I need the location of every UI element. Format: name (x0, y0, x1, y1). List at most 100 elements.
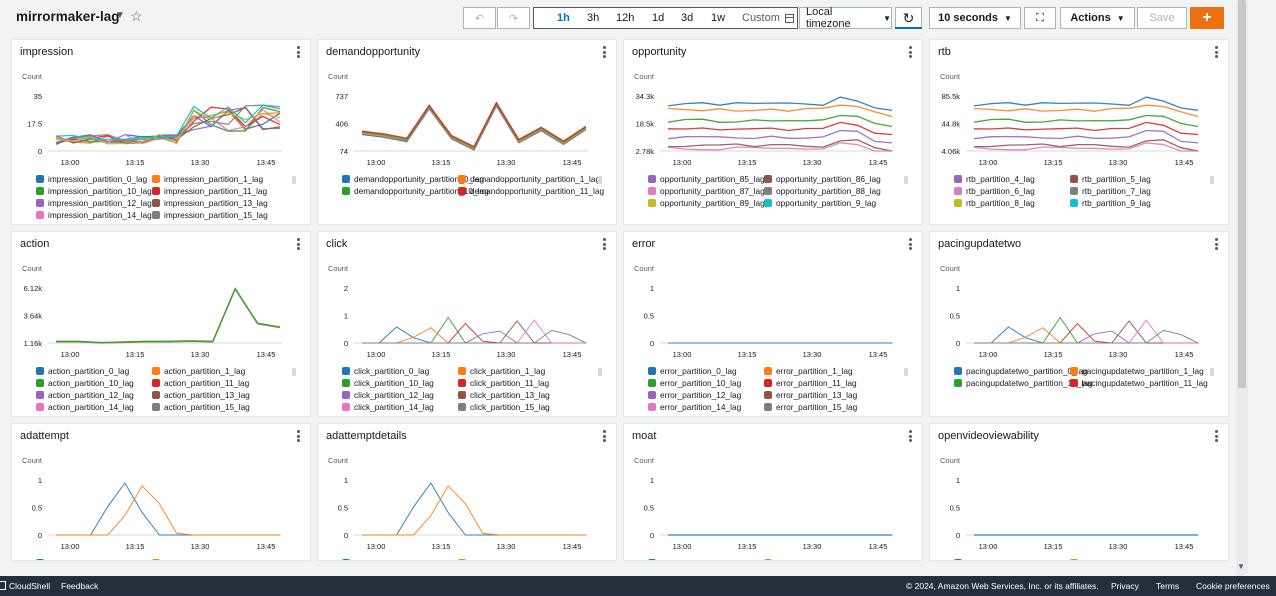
range-3h[interactable]: 3h (587, 12, 600, 24)
legend-item[interactable]: action_partition_0_lag (36, 366, 129, 376)
legend-item[interactable]: opportunity_partition_85_lag (648, 174, 765, 184)
widget-menu-icon[interactable] (909, 238, 912, 252)
timezone-dropdown[interactable]: Local timezone ▼ (799, 6, 892, 30)
legend-item[interactable]: opportunity_partition_86_lag (764, 174, 881, 184)
legend-item[interactable]: action_partition_11_lag (152, 378, 249, 388)
widget-click[interactable]: click Count 2 1 0 13:00 13:15 13:30 13:45 click_p… (318, 232, 616, 416)
widget-openvideoviewability[interactable]: openvideoviewability Count 1 0.5 0 13:00 13:15… (930, 424, 1228, 560)
legend-item[interactable]: impression_partition_10_lag (36, 186, 152, 196)
widget-menu-icon[interactable] (297, 46, 300, 60)
legend-item[interactable]: error_partition_11_lag (764, 378, 857, 388)
refresh-button[interactable]: ↻ (895, 7, 922, 29)
legend-item[interactable]: openvideoviewability_partition_1_lag (1070, 558, 1217, 560)
legend-item[interactable]: action_partition_12_lag (36, 390, 134, 400)
legend-item[interactable]: pacingupdatetwo_partition_1_lag (1070, 366, 1204, 376)
legend-item[interactable]: error_partition_12_lag (648, 390, 741, 400)
scroll-down-arrow-icon[interactable]: ▼ (1237, 562, 1245, 571)
legend-item[interactable]: opportunity_partition_9_lag (764, 198, 876, 208)
legend-item[interactable]: demandopportunity_partition_10_lag (342, 186, 489, 196)
legend-item[interactable]: rtb_partition_5_lag (1070, 174, 1151, 184)
legend-item[interactable]: impression_partition_1_lag (152, 174, 263, 184)
legend-item[interactable]: rtb_partition_4_lag (954, 174, 1035, 184)
feedback-link[interactable]: Feedback (61, 581, 99, 591)
legend-item[interactable]: openvideoviewability_partition_0_lag (954, 558, 1101, 560)
favorite-star-icon[interactable]: ☆ (130, 8, 143, 24)
legend-item[interactable]: rtb_partition_9_lag (1070, 198, 1151, 208)
range-1d[interactable]: 1d (652, 12, 665, 24)
range-3d[interactable]: 3d (681, 12, 694, 24)
widget-opportunity[interactable]: opportunity Count 34.3k 18.5k 2.78k 13:00 13:1… (624, 40, 922, 224)
legend-item[interactable]: adattempt_partition_1_lag (152, 558, 260, 560)
legend-item[interactable]: action_partition_13_lag (152, 390, 250, 400)
add-widget-button[interactable]: + (1190, 7, 1224, 29)
legend-item[interactable]: adattemptdetails_partition_0_lag (342, 558, 474, 560)
legend-item[interactable]: impression_partition_12_lag (36, 198, 152, 208)
redo-button[interactable]: ↷ (497, 7, 530, 29)
widget-menu-icon[interactable] (1215, 46, 1218, 60)
legend-item[interactable]: demandopportunity_partition_0_lag (342, 174, 484, 184)
legend-item[interactable]: pacingupdatetwo_partition_11_lag (1070, 378, 1208, 388)
range-12h[interactable]: 12h (616, 12, 635, 24)
widget-menu-icon[interactable] (297, 430, 300, 444)
legend-item[interactable]: opportunity_partition_88_lag (764, 186, 881, 196)
legend-item[interactable]: opportunity_partition_89_lag (648, 198, 765, 208)
legend-scrollbar[interactable] (292, 368, 296, 376)
widget-pacingupdatetwo[interactable]: pacingupdatetwo Count 1 0.5 0 13:00 13:15 13:30… (930, 232, 1228, 416)
legend-item[interactable]: demandopportunity_partition_1_lag (458, 174, 600, 184)
legend-item[interactable]: adattempt_partition_0_lag (36, 558, 144, 560)
legend-item[interactable]: rtb_partition_7_lag (1070, 186, 1151, 196)
legend-scrollbar[interactable] (904, 176, 908, 184)
legend-item[interactable]: click_partition_12_lag (342, 390, 434, 400)
widget-adattemptdetails[interactable]: adattemptdetails Count 1 0.5 0 13:00 13:15 13:3… (318, 424, 616, 560)
legend-item[interactable]: error_partition_1_lag (764, 366, 853, 376)
legend-item[interactable]: action_partition_15_lag (152, 402, 250, 412)
widget-menu-icon[interactable] (909, 46, 912, 60)
legend-item[interactable]: impression_partition_14_lag (36, 210, 152, 220)
legend-item[interactable]: action_partition_10_lag (36, 378, 134, 388)
cloudshell-link[interactable]: CloudShell (9, 581, 51, 591)
legend-item[interactable]: impression_partition_0_lag (36, 174, 147, 184)
legend-item[interactable]: click_partition_0_lag (342, 366, 429, 376)
widget-menu-icon[interactable] (603, 430, 606, 444)
widget-moat[interactable]: moat Count 1 0.5 0 13:00 13:15 13:30 13:45 moat_p… (624, 424, 922, 560)
legend-item[interactable]: rtb_partition_8_lag (954, 198, 1035, 208)
legend-item[interactable]: impression_partition_13_lag (152, 198, 268, 208)
legend-item[interactable]: pacingupdatetwo_partition_10_lag (954, 378, 1092, 388)
cookie-preferences-link[interactable]: Cookie preferences (1196, 581, 1270, 591)
dashboard-switcher-caret-icon[interactable]: ▼ (115, 10, 125, 21)
legend-item[interactable]: opportunity_partition_87_lag (648, 186, 765, 196)
legend-scrollbar[interactable] (292, 176, 296, 184)
legend-item[interactable]: action_partition_14_lag (36, 402, 134, 412)
legend-item[interactable]: error_partition_10_lag (648, 378, 741, 388)
widget-impression[interactable]: impression Count 35 17.5 0 13:00 13:15 13:30 13:… (12, 40, 310, 224)
actions-dropdown[interactable]: Actions ▼ (1060, 7, 1135, 29)
legend-item[interactable]: pacingupdatetwo_partition_0_lag (954, 366, 1088, 376)
widget-adattempt[interactable]: adattempt Count 1 0.5 0 13:00 13:15 13:30 13:45 a… (12, 424, 310, 560)
legend-scrollbar[interactable] (904, 368, 908, 376)
legend-item[interactable]: click_partition_11_lag (458, 378, 549, 388)
legend-item[interactable]: moat_partition_1_lag (764, 558, 854, 560)
legend-scrollbar[interactable] (598, 176, 602, 184)
refresh-interval-dropdown[interactable]: 10 seconds ▼ (929, 7, 1021, 29)
legend-item[interactable]: impression_partition_11_lag (152, 186, 267, 196)
legend-item[interactable]: rtb_partition_6_lag (954, 186, 1035, 196)
legend-item[interactable]: error_partition_14_lag (648, 402, 741, 412)
range-1h[interactable]: 1h (557, 12, 570, 24)
legend-item[interactable]: click_partition_10_lag (342, 378, 434, 388)
legend-item[interactable]: click_partition_14_lag (342, 402, 434, 412)
terms-link[interactable]: Terms (1156, 581, 1180, 591)
range-custom[interactable]: Custom (742, 8, 794, 28)
legend-item[interactable]: impression_partition_15_lag (152, 210, 268, 220)
dashboard-title[interactable]: mirrormaker-lag (16, 9, 120, 24)
legend-item[interactable]: demandopportunity_partition_11_lag (458, 186, 604, 196)
legend-item[interactable]: click_partition_1_lag (458, 366, 545, 376)
widget-menu-icon[interactable] (1215, 430, 1218, 444)
legend-scrollbar[interactable] (1210, 368, 1214, 376)
fullscreen-button[interactable]: ⛶ (1024, 7, 1056, 29)
legend-item[interactable]: adattemptdetails_partition_1_lag (458, 558, 590, 560)
page-scrollbar-thumb[interactable] (1238, 0, 1246, 388)
save-button[interactable]: Save (1137, 7, 1187, 29)
widget-demandopportunity[interactable]: demandopportunity Count 737 406 74 13:00 13:15… (318, 40, 616, 224)
widget-menu-icon[interactable] (603, 46, 606, 60)
widget-error[interactable]: error Count 1 0.5 0 13:00 13:15 13:30 13:45 error… (624, 232, 922, 416)
